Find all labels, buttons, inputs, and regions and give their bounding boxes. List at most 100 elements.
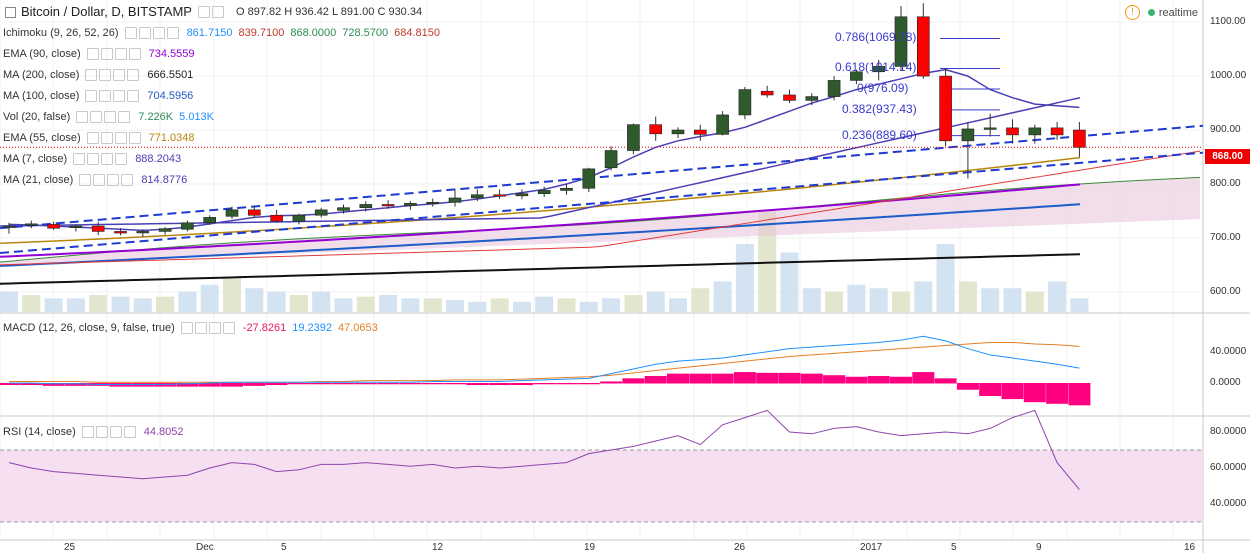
macd-histogram-bar — [354, 383, 377, 385]
visibility-icon[interactable] — [180, 322, 193, 334]
add-icon[interactable] — [113, 90, 126, 102]
indicator-name[interactable]: RSI (14, close) — [3, 426, 76, 438]
indicator-name[interactable]: MA (100, close) — [3, 90, 80, 102]
visibility-icon[interactable] — [124, 27, 137, 39]
visibility-icon[interactable] — [81, 426, 94, 438]
settings-icon[interactable] — [99, 90, 112, 102]
settings-icon[interactable] — [138, 27, 151, 39]
indicator-name[interactable]: MACD (12, 26, close, 9, false, true) — [3, 322, 175, 334]
indicator-name[interactable]: EMA (90, close) — [3, 48, 81, 60]
macd-histogram-bar — [533, 383, 556, 385]
time-axis-label: Dec — [196, 542, 214, 553]
visibility-icon[interactable] — [73, 153, 86, 165]
collapse-icon[interactable] — [5, 6, 16, 18]
settings-icon[interactable] — [87, 153, 100, 165]
time-axis-label: 19 — [584, 542, 596, 553]
remove-icon[interactable] — [127, 90, 140, 102]
remove-icon[interactable] — [222, 322, 235, 334]
macd-histogram-bar — [1001, 383, 1024, 400]
symbol-title[interactable]: Bitcoin / Dollar, D, BITSTAMP — [21, 4, 192, 19]
realtime-status: ! realtime — [1124, 5, 1198, 20]
settings-icon[interactable] — [99, 69, 112, 81]
add-icon[interactable] — [152, 27, 165, 39]
candle-body — [158, 228, 172, 232]
macd-axis-label: 40.0000 — [1210, 345, 1247, 357]
settings-icon[interactable] — [194, 322, 207, 334]
macd-histogram-bar — [198, 383, 221, 387]
volume-bar — [802, 288, 821, 312]
candle-body — [716, 114, 729, 135]
add-icon[interactable] — [114, 48, 127, 60]
macd-histogram-bar — [488, 383, 511, 386]
volume-bar — [914, 281, 933, 312]
add-icon[interactable] — [107, 174, 120, 186]
candle-body — [805, 96, 819, 101]
volume-bar — [557, 298, 576, 312]
add-icon[interactable] — [114, 132, 127, 144]
volume-bar — [111, 296, 130, 312]
visibility-icon[interactable] — [76, 111, 89, 123]
indicator-legend: EMA (55, close) 771.0348 — [0, 130, 201, 146]
visibility-icon[interactable] — [85, 69, 98, 81]
indicator-name[interactable]: MA (7, close) — [3, 153, 68, 165]
candle-body — [1050, 127, 1064, 136]
volume-bar — [1025, 291, 1044, 312]
time-axis-label: 5 — [951, 542, 957, 553]
indicator-name[interactable]: Vol (20, false) — [3, 111, 71, 123]
add-icon[interactable] — [113, 69, 126, 81]
remove-icon[interactable] — [128, 48, 141, 60]
visibility-icon[interactable] — [79, 174, 92, 186]
volume-bar — [267, 291, 286, 312]
macd-histogram-bar — [890, 376, 912, 384]
volume-bar — [289, 295, 308, 312]
symbol-legend: Bitcoin / Dollar, D, BITSTAMP O 897.82 H… — [0, 4, 422, 20]
candle-body — [1073, 129, 1086, 148]
remove-icon[interactable] — [115, 153, 128, 165]
volume-bar — [66, 298, 85, 312]
indicator-name[interactable]: Ichimoku (9, 26, 52, 26) — [3, 27, 119, 39]
indicator-name[interactable]: MA (21, close) — [3, 174, 74, 186]
remove-icon[interactable] — [128, 132, 141, 144]
remove-icon[interactable] — [166, 27, 179, 39]
rsi-axis-label: 40.0000 — [1210, 498, 1247, 509]
format-icon[interactable] — [211, 6, 224, 18]
price-axis-label: 600.00 — [1210, 285, 1241, 297]
visibility-icon[interactable] — [86, 132, 99, 144]
remove-icon[interactable] — [121, 174, 134, 186]
macd-histogram-bar — [0, 383, 20, 386]
price-axis-label: 1000.00 — [1210, 70, 1247, 82]
settings-icon[interactable] — [93, 174, 106, 186]
add-icon[interactable] — [104, 111, 117, 123]
remove-icon[interactable] — [123, 426, 136, 438]
candle-body — [671, 129, 685, 135]
volume-bar — [379, 295, 398, 312]
indicator-name[interactable]: EMA (55, close) — [3, 132, 81, 144]
macd-histogram-bar — [399, 383, 422, 385]
volume-bar — [624, 295, 643, 312]
add-icon[interactable] — [109, 426, 122, 438]
warning-icon[interactable]: ! — [1124, 5, 1140, 20]
indicator-name[interactable]: MA (200, close) — [3, 69, 80, 81]
remove-icon[interactable] — [127, 69, 140, 81]
add-icon[interactable] — [101, 153, 114, 165]
volume-bar — [223, 278, 241, 312]
settings-icon[interactable] — [100, 132, 113, 144]
settings-icon[interactable] — [90, 111, 103, 123]
visibility-icon[interactable] — [86, 48, 99, 60]
add-icon[interactable] — [208, 322, 221, 334]
ma200-line — [0, 253, 1081, 285]
candle-body — [314, 209, 328, 216]
trend-line-upper — [0, 124, 1204, 230]
volume-bar — [178, 291, 197, 312]
indicator-value: 704.5956 — [147, 90, 194, 102]
settings-icon[interactable] — [100, 48, 113, 60]
volume-bar — [825, 291, 844, 312]
macd-histogram-bar — [1046, 383, 1069, 404]
settings-icon[interactable] — [95, 426, 108, 438]
settings-icon[interactable] — [197, 6, 210, 18]
visibility-icon[interactable] — [85, 90, 98, 102]
indicator-value: 771.0348 — [148, 132, 195, 144]
candle-body — [649, 124, 663, 135]
remove-icon[interactable] — [118, 111, 131, 123]
